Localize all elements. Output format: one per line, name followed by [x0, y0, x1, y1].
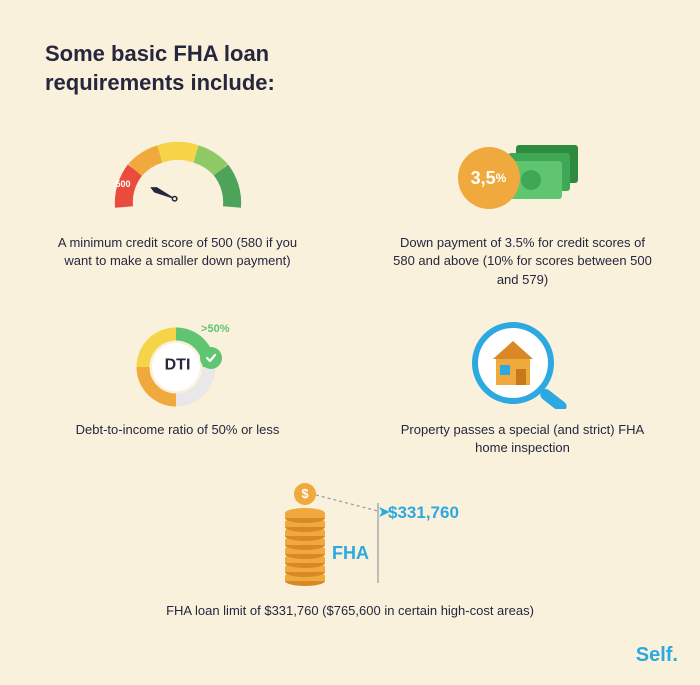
down-payment-text: Down payment of 3.5% for credit scores o…	[390, 234, 655, 289]
loan-limit-item: $ FHA $331,760 FHA loan limit of $331,76…	[45, 482, 655, 620]
percent-badge: 3,5%	[458, 147, 520, 209]
dollar-badge: $	[294, 483, 316, 505]
fha-label: FHA	[332, 543, 369, 564]
money-icon: 3,5%	[458, 132, 588, 222]
down-payment-item: 3,5% Down payment of 3.5% for credit sco…	[390, 132, 655, 289]
requirements-grid: 500 A minimum credit score of 500 (580 i…	[45, 132, 655, 457]
gauge-score-label: 500	[116, 179, 131, 189]
dti-item: DTI >50% Debt-to-income ratio of 50% or …	[45, 319, 310, 457]
brand-logo: Self.	[636, 644, 678, 667]
check-icon	[200, 347, 222, 369]
credit-score-text: A minimum credit score of 500 (580 if yo…	[45, 234, 310, 270]
dti-percent-label: >50%	[201, 323, 229, 335]
amount-label: $331,760	[388, 503, 459, 523]
inspection-text: Property passes a special (and strict) F…	[390, 421, 655, 457]
dti-icon: DTI >50%	[128, 319, 228, 409]
loan-limit-text: FHA loan limit of $331,760 ($765,600 in …	[166, 602, 534, 620]
credit-score-item: 500 A minimum credit score of 500 (580 i…	[45, 132, 310, 289]
coins-icon: $ FHA $331,760	[240, 482, 460, 592]
inspection-item: Property passes a special (and strict) F…	[390, 319, 655, 457]
house-icon	[463, 319, 583, 409]
page-title: Some basic FHA loan requirements include…	[45, 40, 345, 97]
dti-center-label: DTI	[165, 356, 191, 374]
dti-text: Debt-to-income ratio of 50% or less	[76, 421, 280, 439]
gauge-icon: 500	[108, 132, 248, 222]
